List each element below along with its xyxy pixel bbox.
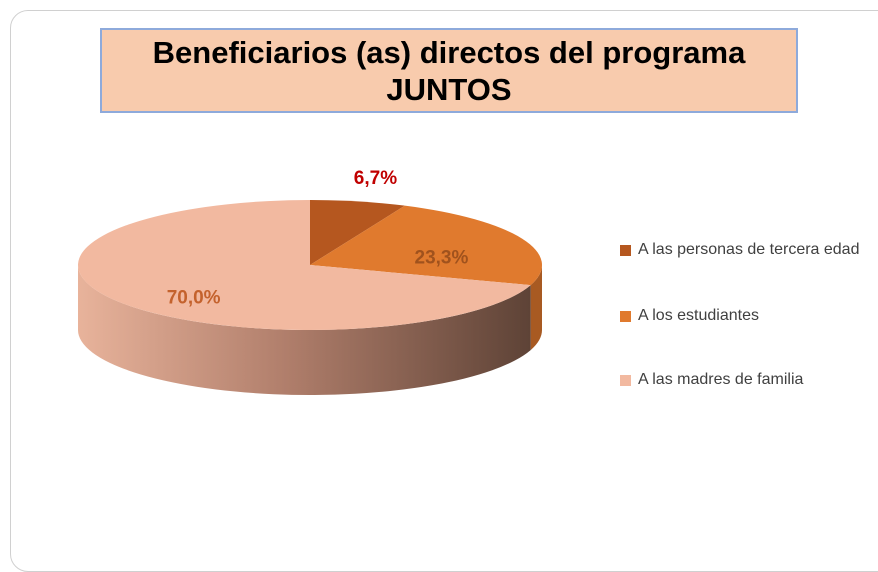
legend-swatch [620,311,631,322]
legend-swatch [620,375,631,386]
slice-side [78,265,531,395]
legend-label: A los estudiantes [638,307,759,324]
chart: 6,7% 23,3% 70,0% [78,168,542,395]
chart-title: Beneficiarios (as) directos del programa… [100,28,798,113]
legend-label: A las madres de familia [638,371,804,388]
slice-side [530,265,542,351]
legend-item: A los estudiantes [620,304,870,328]
page: {"chart_data": {"type": "pie", "title": … [10,10,878,572]
data-label: 6,7% [354,168,397,189]
legend-swatch [620,245,631,256]
data-label: 70,0% [167,288,221,309]
legend-label: A las personas de tercera edad [638,241,860,258]
legend-item: A las personas de tercera edad [620,238,870,262]
slice [310,205,542,286]
legend-item: A las madres de familia [620,368,870,392]
data-label: 23,3% [415,248,469,269]
slice [310,200,405,265]
slice [78,200,531,330]
